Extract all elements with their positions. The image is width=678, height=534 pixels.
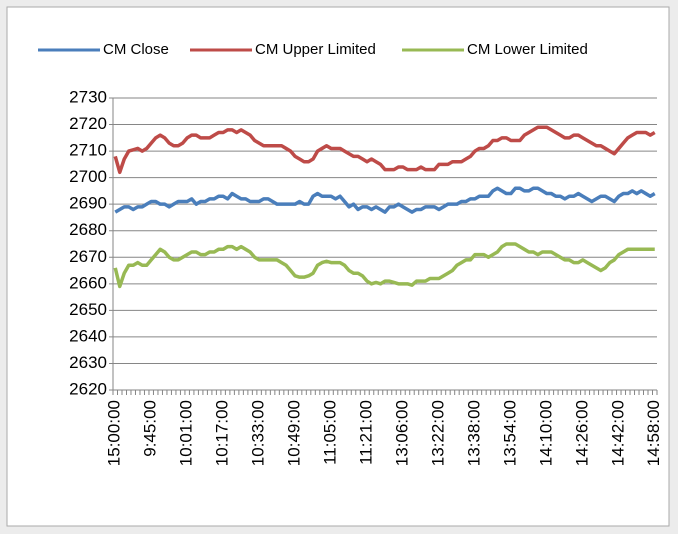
x-tick-label: 10:49:00	[285, 400, 304, 466]
x-tick-label: 14:26:00	[572, 400, 591, 466]
y-tick-label: 2700	[69, 167, 107, 186]
legend-label: CM Lower Limited	[467, 41, 588, 58]
legend-label: CM Close	[103, 41, 169, 58]
x-tick-label: 14:10:00	[536, 400, 555, 466]
x-tick-label: 14:42:00	[608, 400, 627, 466]
x-tick-label: 11:05:00	[321, 400, 340, 465]
series-line	[113, 242, 655, 289]
x-tick-label: 11:21:00	[357, 400, 376, 465]
y-tick-label: 2640	[69, 326, 107, 345]
y-tick-label: 2730	[69, 87, 107, 106]
series-line	[114, 186, 656, 214]
x-tick-label: 10:17:00	[213, 400, 232, 466]
x-tick-label: 13:22:00	[428, 400, 447, 466]
x-tick-label: 10:33:00	[249, 400, 268, 466]
x-tick-label: 13:06:00	[392, 400, 411, 466]
y-tick-label: 2660	[69, 273, 107, 292]
series-line	[113, 125, 656, 175]
y-tick-label: 2690	[69, 194, 107, 213]
legend-label: CM Upper Limited	[255, 41, 376, 58]
y-tick-label: 2710	[69, 141, 107, 160]
y-tick-label: 2630	[69, 353, 107, 372]
y-tick-label: 2670	[69, 247, 107, 266]
chart-frame	[6, 6, 670, 527]
y-tick-label: 2650	[69, 300, 107, 319]
x-tick-label: 9:45:00	[141, 400, 160, 457]
x-tick-label: 14:58:00	[644, 400, 663, 466]
y-tick-label: 2680	[69, 220, 107, 239]
x-tick-label: 13:38:00	[464, 400, 483, 466]
x-tick-label: 13:54:00	[500, 400, 519, 466]
x-tick-label: 10:01:00	[177, 400, 196, 466]
y-tick-label: 2720	[69, 114, 107, 133]
y-tick-label: 2620	[69, 379, 107, 398]
x-tick-label: 15:00:00	[105, 400, 124, 466]
